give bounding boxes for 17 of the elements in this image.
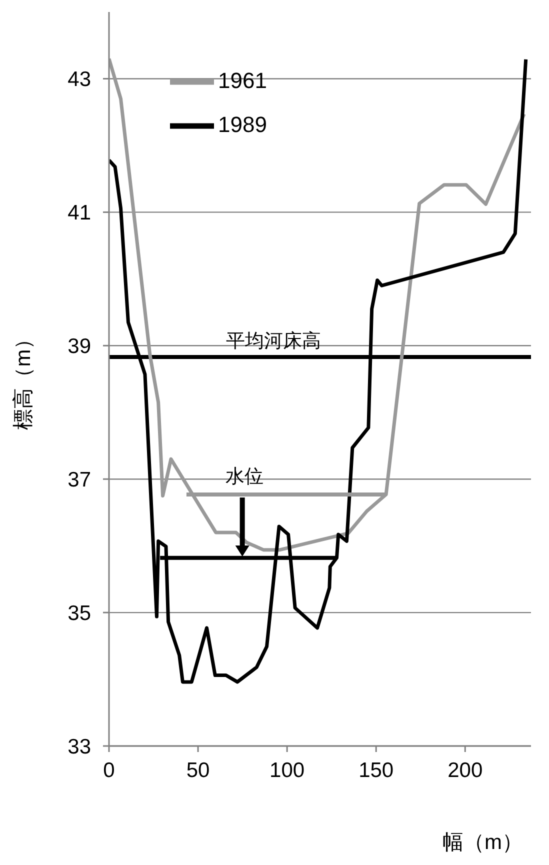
legend-label: 1989 — [218, 112, 267, 137]
x-tick-label: 150 — [358, 758, 394, 782]
y-axis-title: 標高（m） — [12, 328, 35, 430]
x-tick-label: 0 — [103, 758, 115, 782]
x-axis-title: 幅（m） — [442, 831, 523, 854]
ref-line-label: 平均河床高 — [226, 330, 322, 352]
y-tick-label: 39 — [68, 335, 91, 358]
y-tick-label: 35 — [68, 602, 91, 625]
y-tick-label: 41 — [68, 202, 91, 225]
x-tick-label: 100 — [270, 758, 305, 782]
legend-label: 1961 — [218, 68, 267, 93]
y-tick-label: 43 — [68, 68, 91, 92]
x-tick-label: 200 — [448, 758, 483, 782]
annotation: 水位 — [225, 466, 264, 488]
y-tick-label: 37 — [68, 468, 91, 492]
y-tick-label: 33 — [68, 735, 91, 758]
x-tick-label: 50 — [186, 758, 210, 782]
